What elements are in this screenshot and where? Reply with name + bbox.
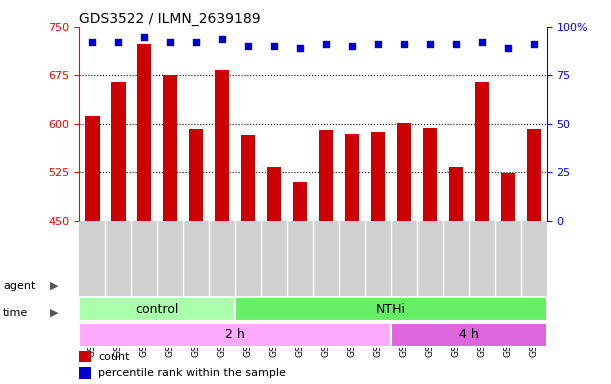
Point bbox=[529, 41, 539, 47]
Text: ▶: ▶ bbox=[49, 308, 58, 318]
Point bbox=[166, 39, 175, 45]
Bar bbox=[319, 130, 333, 221]
Point bbox=[191, 39, 201, 45]
Text: GDS3522 / ILMN_2639189: GDS3522 / ILMN_2639189 bbox=[79, 12, 261, 26]
Bar bbox=[397, 123, 411, 221]
Bar bbox=[235, 298, 547, 321]
Bar bbox=[189, 129, 203, 221]
Point bbox=[503, 45, 513, 51]
Bar bbox=[391, 323, 547, 346]
Point bbox=[425, 41, 435, 47]
Point bbox=[218, 35, 227, 41]
Point bbox=[347, 43, 357, 49]
Bar bbox=[241, 135, 255, 221]
Bar bbox=[79, 323, 391, 346]
Point bbox=[477, 39, 487, 45]
Bar bbox=[111, 82, 125, 221]
Text: 2 h: 2 h bbox=[225, 328, 245, 341]
Text: NTHi: NTHi bbox=[376, 303, 406, 316]
Bar bbox=[527, 129, 541, 221]
Bar bbox=[86, 116, 100, 221]
Text: count: count bbox=[98, 352, 130, 362]
Bar bbox=[79, 351, 91, 362]
Bar bbox=[267, 167, 281, 221]
Point bbox=[399, 41, 409, 47]
Point bbox=[87, 39, 97, 45]
Bar bbox=[371, 132, 385, 221]
Point bbox=[373, 41, 383, 47]
Text: agent: agent bbox=[3, 281, 35, 291]
Bar bbox=[475, 82, 489, 221]
Bar bbox=[501, 173, 515, 221]
Bar bbox=[79, 367, 91, 379]
Bar bbox=[423, 128, 437, 221]
Text: control: control bbox=[136, 303, 179, 316]
Bar bbox=[137, 44, 152, 221]
Bar bbox=[345, 134, 359, 221]
Bar bbox=[79, 298, 235, 321]
Text: percentile rank within the sample: percentile rank within the sample bbox=[98, 368, 286, 378]
Point bbox=[451, 41, 461, 47]
Point bbox=[114, 39, 123, 45]
Text: ▶: ▶ bbox=[49, 281, 58, 291]
Bar bbox=[163, 75, 177, 221]
Point bbox=[269, 43, 279, 49]
Bar bbox=[215, 70, 229, 221]
Bar bbox=[293, 182, 307, 221]
Point bbox=[139, 33, 149, 40]
Point bbox=[295, 45, 305, 51]
Point bbox=[321, 41, 331, 47]
Bar bbox=[449, 167, 463, 221]
Point bbox=[243, 43, 253, 49]
Text: time: time bbox=[3, 308, 28, 318]
Text: 4 h: 4 h bbox=[459, 328, 479, 341]
